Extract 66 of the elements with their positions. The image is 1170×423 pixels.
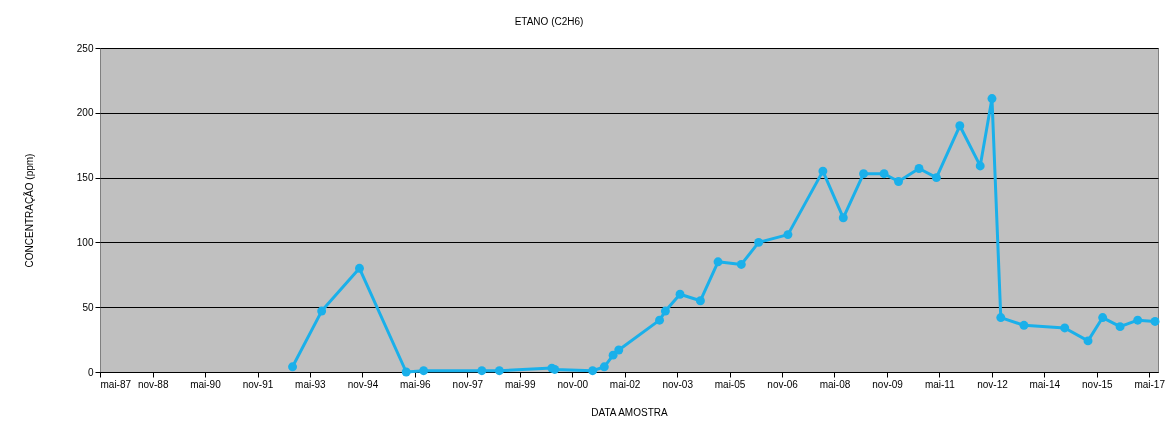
point: [401, 367, 411, 377]
point: [317, 306, 327, 316]
x-tick-label: mai-11: [924, 378, 956, 390]
point: [987, 94, 997, 104]
x-tick-label: mai-87: [100, 378, 132, 390]
point: [614, 345, 624, 355]
x-tick-label: mai-96: [400, 378, 432, 390]
y-tick-label: 50: [82, 301, 94, 313]
point: [1083, 336, 1093, 346]
y-tick-label: 200: [76, 107, 94, 119]
x-axis-title: DATA AMOSTRA: [591, 406, 668, 418]
point: [894, 177, 903, 186]
point: [1060, 323, 1070, 333]
point: [655, 315, 665, 325]
point: [355, 263, 364, 273]
x-tick-label: nov-00: [557, 378, 589, 390]
point: [879, 169, 889, 179]
point: [736, 259, 746, 269]
y-tick-label: 0: [87, 366, 94, 378]
x-tick-label: nov-09: [872, 378, 904, 390]
point: [675, 289, 685, 299]
point: [1133, 315, 1143, 325]
x-tick-label: nov-97: [452, 378, 484, 390]
x-tick-label: nov-12: [977, 378, 1009, 390]
point: [996, 313, 1006, 323]
point: [754, 237, 764, 247]
point: [783, 230, 793, 240]
point: [288, 362, 298, 372]
x-tick-label: mai-90: [190, 378, 222, 390]
point: [955, 121, 965, 131]
point: [838, 213, 848, 223]
y-tick-label: 150: [76, 172, 94, 184]
point: [818, 166, 828, 176]
point: [975, 161, 985, 171]
point: [713, 257, 723, 267]
point: [859, 169, 869, 179]
chart-title: ETANO (C2H6): [514, 16, 584, 27]
x-tick-label: mai-99: [504, 378, 536, 390]
point: [1115, 322, 1125, 332]
y-tick-label: 250: [76, 42, 94, 54]
point: [599, 362, 609, 372]
point: [419, 366, 429, 376]
x-tick-label: mai-08: [819, 378, 851, 390]
point: [1019, 320, 1029, 330]
point: [914, 164, 924, 173]
point: [494, 366, 504, 376]
point: [1150, 316, 1160, 326]
point: [1098, 313, 1108, 323]
x-tick-label: nov-94: [347, 378, 379, 390]
point: [660, 306, 670, 316]
y-tick-label: 100: [76, 236, 94, 248]
point: [477, 366, 487, 376]
y-axis-title: CONCENTRAÇÃO (ppm): [22, 153, 35, 268]
x-tick-label: nov-88: [137, 378, 169, 390]
x-tick-label: nov-91: [242, 378, 274, 390]
x-tick-label: mai-02: [609, 378, 641, 390]
point: [695, 296, 705, 306]
x-tick-label: mai-14: [1029, 378, 1061, 390]
x-tick-label: nov-15: [1082, 378, 1114, 390]
point: [931, 173, 941, 183]
x-tick-label: mai-05: [714, 378, 746, 390]
point: [588, 366, 598, 376]
x-tick-label: mai-17: [1134, 378, 1166, 390]
x-tick-label: mai-93: [295, 378, 327, 390]
x-tick-label: nov-06: [767, 378, 799, 390]
x-tick-label: nov-03: [662, 378, 694, 390]
